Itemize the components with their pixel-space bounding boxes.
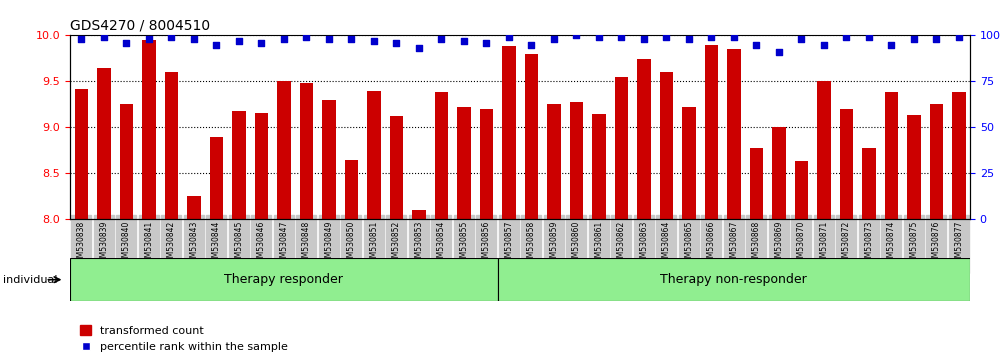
- Point: [231, 38, 247, 44]
- Point: [208, 42, 224, 47]
- Point: [703, 34, 719, 40]
- Point: [726, 34, 742, 40]
- Point: [816, 42, 832, 47]
- Text: GDS4270 / 8004510: GDS4270 / 8004510: [70, 19, 210, 33]
- Bar: [772, 127, 786, 219]
- Bar: [862, 148, 876, 219]
- Point: [478, 40, 494, 46]
- Bar: [547, 104, 560, 219]
- Point: [658, 34, 674, 40]
- Point: [388, 40, 404, 46]
- Bar: [97, 68, 110, 219]
- Bar: [817, 81, 831, 219]
- Bar: [120, 104, 133, 219]
- Bar: [457, 107, 471, 219]
- Bar: [502, 46, 516, 219]
- Text: Therapy responder: Therapy responder: [224, 273, 343, 286]
- Bar: [390, 116, 403, 219]
- Bar: [367, 91, 380, 219]
- Point: [321, 36, 337, 42]
- Point: [163, 34, 179, 40]
- Point: [276, 36, 292, 42]
- Bar: [952, 92, 966, 219]
- Point: [298, 34, 314, 40]
- Point: [456, 38, 472, 44]
- Point: [883, 42, 899, 47]
- Point: [951, 34, 967, 40]
- Point: [771, 49, 787, 55]
- Point: [748, 42, 764, 47]
- Bar: [885, 92, 898, 219]
- Bar: [614, 77, 628, 219]
- Point: [343, 36, 359, 42]
- Bar: [300, 83, 313, 219]
- Bar: [750, 148, 763, 219]
- Bar: [840, 109, 853, 219]
- Point: [523, 42, 539, 47]
- Bar: [277, 81, 290, 219]
- Bar: [412, 210, 426, 219]
- FancyBboxPatch shape: [70, 258, 498, 301]
- FancyBboxPatch shape: [498, 258, 970, 301]
- Bar: [930, 104, 943, 219]
- Bar: [592, 114, 606, 219]
- Bar: [232, 111, 246, 219]
- Point: [141, 36, 157, 42]
- Bar: [142, 40, 156, 219]
- Text: Therapy non-responder: Therapy non-responder: [660, 273, 807, 286]
- Bar: [660, 72, 673, 219]
- Point: [568, 33, 584, 38]
- Bar: [74, 89, 88, 219]
- Point: [636, 36, 652, 42]
- Bar: [727, 49, 740, 219]
- Point: [73, 36, 89, 42]
- Point: [861, 34, 877, 40]
- Point: [501, 34, 517, 40]
- Point: [118, 40, 134, 46]
- Bar: [434, 92, 448, 219]
- Point: [433, 36, 449, 42]
- Bar: [480, 109, 493, 219]
- Bar: [524, 54, 538, 219]
- Bar: [322, 100, 336, 219]
- Point: [366, 38, 382, 44]
- Bar: [254, 113, 268, 219]
- Point: [681, 36, 697, 42]
- Bar: [637, 59, 650, 219]
- Bar: [704, 45, 718, 219]
- Point: [591, 34, 607, 40]
- Point: [906, 36, 922, 42]
- Bar: [794, 161, 808, 219]
- Bar: [570, 102, 583, 219]
- Bar: [210, 137, 223, 219]
- Bar: [344, 160, 358, 219]
- Point: [96, 34, 112, 40]
- Point: [838, 34, 854, 40]
- Text: individual: individual: [4, 275, 58, 285]
- Point: [613, 34, 629, 40]
- Legend: transformed count, percentile rank within the sample: transformed count, percentile rank withi…: [76, 321, 292, 354]
- Point: [411, 45, 427, 51]
- Point: [546, 36, 562, 42]
- Bar: [682, 107, 696, 219]
- Point: [793, 36, 809, 42]
- Point: [186, 36, 202, 42]
- Bar: [907, 115, 921, 219]
- Point: [253, 40, 269, 46]
- Point: [928, 36, 944, 42]
- Bar: [187, 196, 200, 219]
- Bar: [164, 72, 178, 219]
